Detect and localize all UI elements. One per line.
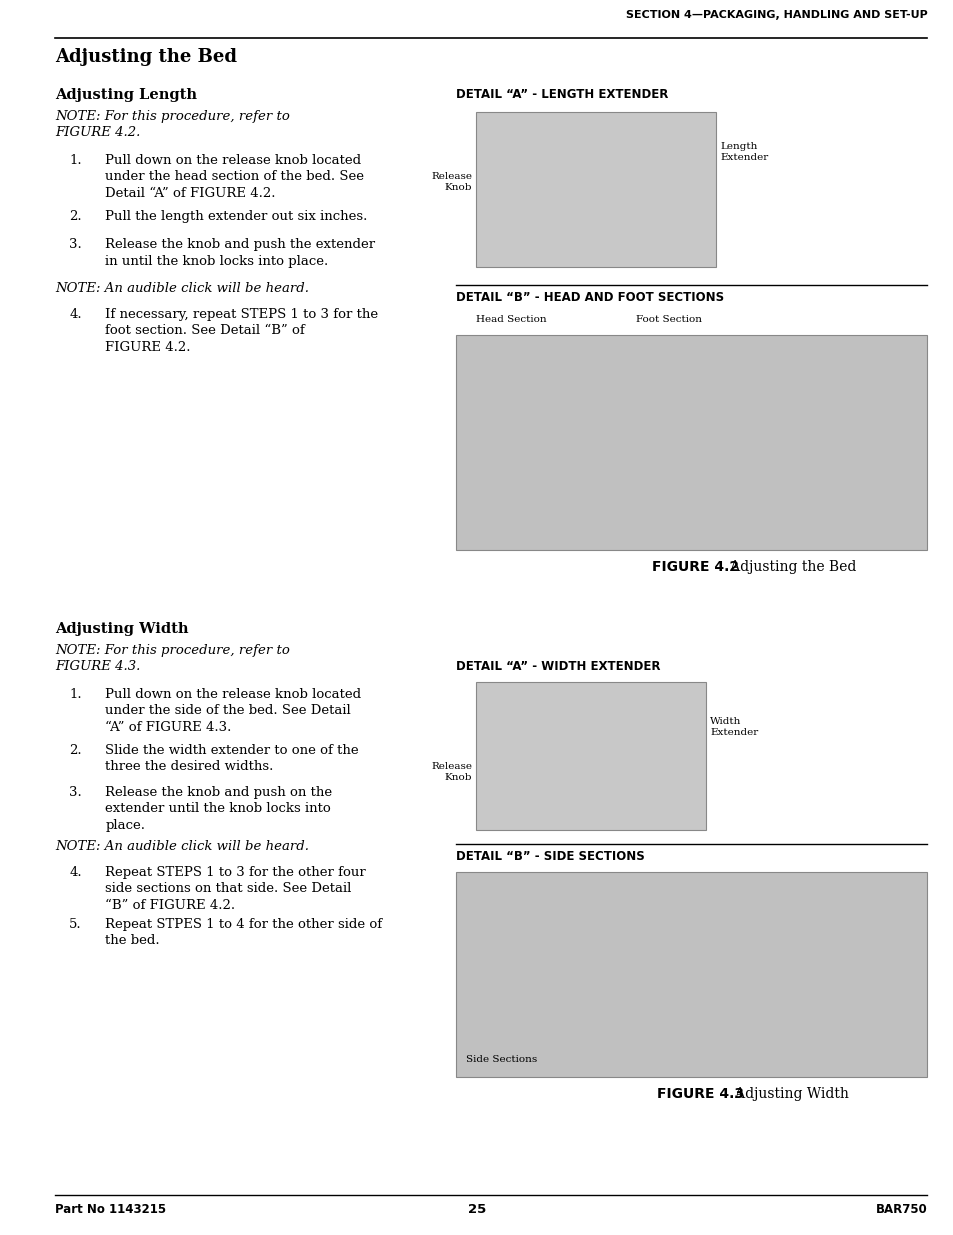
Bar — [456, 872, 926, 1077]
Text: 1.: 1. — [70, 154, 82, 167]
Text: 25: 25 — [467, 1203, 486, 1216]
Text: If necessary, repeat STEPS 1 to 3 for the
foot section. See Detail “B” of
FIGURE: If necessary, repeat STEPS 1 to 3 for th… — [105, 308, 378, 354]
Text: Release the knob and push on the
extender until the knob locks into
place.: Release the knob and push on the extende… — [105, 785, 332, 832]
Text: SECTION 4—PACKAGING, HANDLING AND SET-UP: SECTION 4—PACKAGING, HANDLING AND SET-UP — [625, 10, 926, 20]
Text: Length
Extender: Length Extender — [720, 142, 767, 162]
Text: Repeat STPES 1 to 4 for the other side of
the bed.: Repeat STPES 1 to 4 for the other side o… — [105, 918, 382, 947]
Text: DETAIL “A” - LENGTH EXTENDER: DETAIL “A” - LENGTH EXTENDER — [456, 88, 668, 101]
Text: DETAIL “B” - SIDE SECTIONS: DETAIL “B” - SIDE SECTIONS — [456, 850, 644, 863]
Text: NOTE: An audible click will be heard.: NOTE: An audible click will be heard. — [55, 282, 309, 295]
Text: 5.: 5. — [70, 918, 82, 931]
Text: Foot Section: Foot Section — [636, 315, 701, 324]
Bar — [476, 112, 716, 267]
Text: Pull down on the release knob located
under the head section of the bed. See
Det: Pull down on the release knob located un… — [105, 154, 364, 200]
Text: DETAIL “A” - WIDTH EXTENDER: DETAIL “A” - WIDTH EXTENDER — [456, 659, 659, 673]
Text: Adjusting the Bed: Adjusting the Bed — [716, 559, 855, 574]
Text: FIGURE 4.2: FIGURE 4.2 — [651, 559, 738, 574]
Text: Release
Knob: Release Knob — [431, 762, 472, 782]
Text: Adjusting Width: Adjusting Width — [720, 1087, 847, 1100]
Text: Head Section: Head Section — [476, 315, 546, 324]
Text: NOTE: An audible click will be heard.: NOTE: An audible click will be heard. — [55, 840, 309, 853]
Text: 4.: 4. — [70, 308, 82, 321]
Text: Adjusting Length: Adjusting Length — [55, 88, 197, 103]
Text: BAR750: BAR750 — [875, 1203, 926, 1216]
Text: Side Sections: Side Sections — [465, 1055, 537, 1065]
Text: 1.: 1. — [70, 688, 82, 701]
Text: Adjusting the Bed: Adjusting the Bed — [55, 48, 237, 65]
Text: Release
Knob: Release Knob — [431, 172, 472, 193]
Text: Pull the length extender out six inches.: Pull the length extender out six inches. — [105, 210, 367, 224]
Text: FIGURE 4.3: FIGURE 4.3 — [656, 1087, 743, 1100]
Text: Part No 1143215: Part No 1143215 — [55, 1203, 166, 1216]
Text: 3.: 3. — [70, 238, 82, 251]
Text: NOTE: For this procedure, refer to
FIGURE 4.3.: NOTE: For this procedure, refer to FIGUR… — [55, 643, 290, 673]
Text: NOTE: For this procedure, refer to
FIGURE 4.2.: NOTE: For this procedure, refer to FIGUR… — [55, 110, 290, 140]
Text: 2.: 2. — [70, 210, 82, 224]
Text: Adjusting Width: Adjusting Width — [55, 622, 189, 636]
Text: Pull down on the release knob located
under the side of the bed. See Detail
“A” : Pull down on the release knob located un… — [105, 688, 361, 734]
Text: DETAIL “B” - HEAD AND FOOT SECTIONS: DETAIL “B” - HEAD AND FOOT SECTIONS — [456, 291, 723, 304]
Text: Width
Extender: Width Extender — [709, 718, 758, 737]
Text: Release the knob and push the extender
in until the knob locks into place.: Release the knob and push the extender i… — [105, 238, 375, 268]
Bar — [476, 682, 705, 830]
Text: Slide the width extender to one of the
three the desired widths.: Slide the width extender to one of the t… — [105, 743, 358, 773]
Text: 3.: 3. — [70, 785, 82, 799]
Text: Repeat STEPS 1 to 3 for the other four
side sections on that side. See Detail
“B: Repeat STEPS 1 to 3 for the other four s… — [105, 866, 366, 911]
Bar — [456, 335, 926, 550]
Text: 4.: 4. — [70, 866, 82, 879]
Text: 2.: 2. — [70, 743, 82, 757]
